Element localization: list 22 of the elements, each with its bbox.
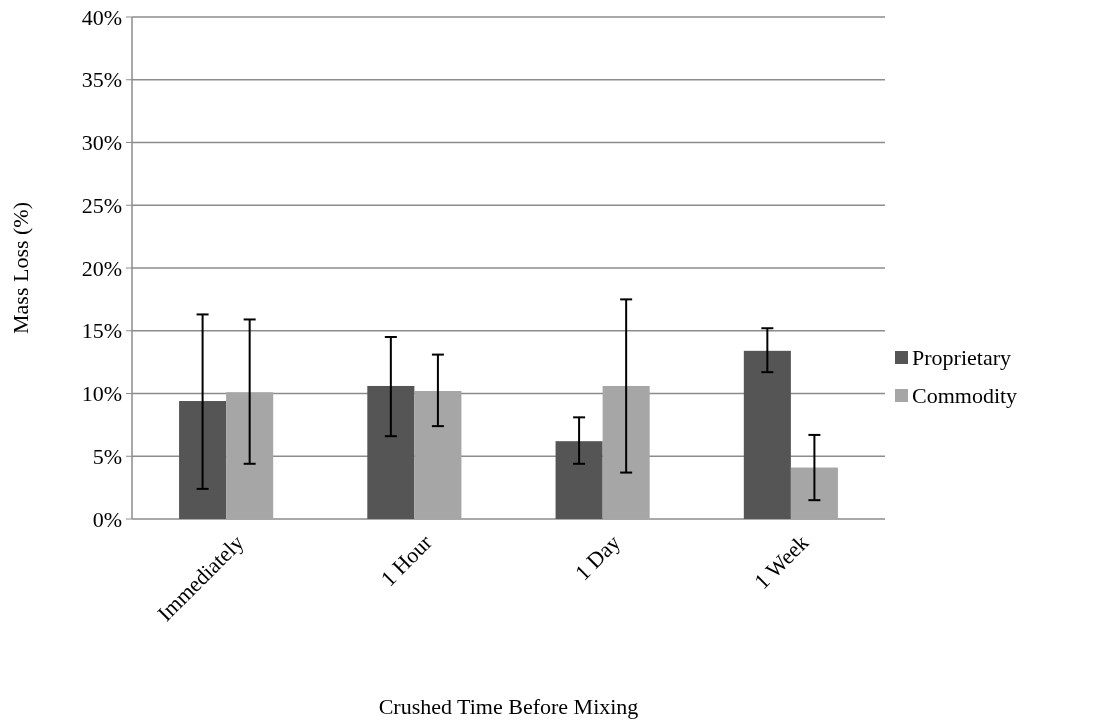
bar (226, 392, 274, 519)
x-axis-title: Crushed Time Before Mixing (378, 694, 639, 719)
y-tick-label: 0% (92, 506, 122, 532)
bar (367, 385, 415, 519)
y-tick-label: 5% (92, 443, 122, 469)
y-tick-label: 25% (81, 192, 122, 218)
y-tick-label: 15% (81, 318, 122, 344)
y-tick-label: 30% (81, 130, 122, 156)
y-axis-title: Mass Loss (%) (8, 202, 33, 334)
x-tick-label: 1 Day (569, 529, 626, 586)
bar (414, 390, 462, 519)
y-tick-label: 35% (81, 67, 122, 93)
bar (602, 385, 650, 519)
y-tick-label: 40% (81, 4, 122, 30)
legend-label: Proprietary (912, 344, 1011, 370)
bar (790, 467, 838, 519)
y-tick-label: 20% (81, 255, 122, 281)
bar (555, 441, 603, 519)
bar (743, 350, 791, 519)
y-tick-label: 10% (81, 381, 122, 407)
legend-label: Commodity (912, 382, 1018, 408)
bar (179, 401, 227, 519)
